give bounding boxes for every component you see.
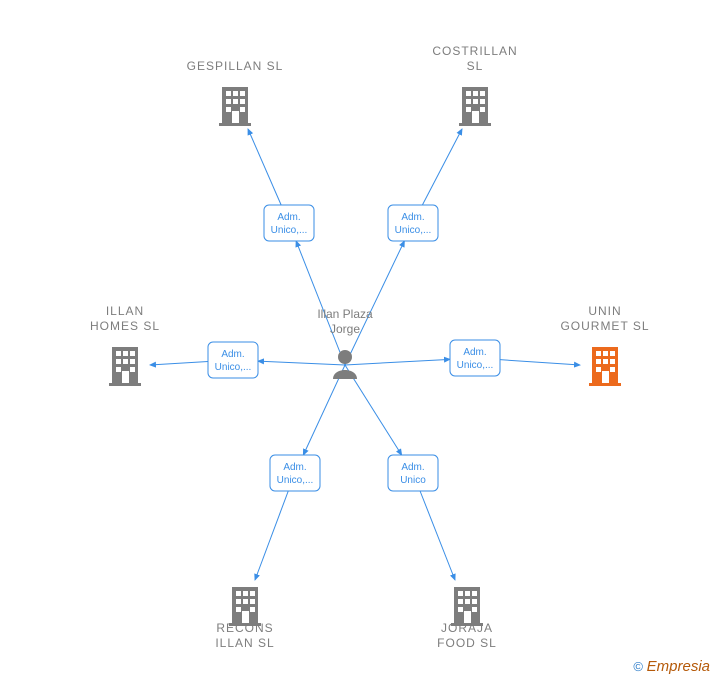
company-node[interactable] (219, 87, 251, 126)
edge-label-line2: Unico,... (215, 362, 252, 373)
edge-label-line1: Adm. (463, 347, 486, 358)
building-icon (459, 87, 491, 126)
edge-line (296, 241, 345, 365)
company-node[interactable] (589, 347, 621, 386)
edge-label-line1: Adm. (401, 212, 424, 223)
edge-arrow (255, 491, 288, 580)
company-label-line1: RECONS (216, 621, 273, 635)
edge-line (345, 241, 404, 365)
edge-arrow (248, 129, 281, 205)
edge-arrow (500, 360, 580, 365)
company-label-line2: SL (467, 59, 484, 73)
edge-label-line1: Adm. (221, 349, 244, 360)
edge-label-line1: Adm. (283, 462, 306, 473)
center-label-line2: Jorge (330, 322, 360, 336)
footer-branding: © Empresia (633, 658, 710, 675)
company-label-line2: GOURMET SL (560, 319, 649, 333)
edge-label-line2: Unico,... (457, 360, 494, 371)
relationship-diagram: GESPILLAN SL COSTRILLANSL ILLANHOMES SL UNI… (0, 0, 728, 685)
company-label-line1: JORAJA (441, 621, 493, 635)
edge-label-line1: Adm. (401, 462, 424, 473)
company-node[interactable] (459, 87, 491, 126)
edge-label-line1: Adm. (277, 212, 300, 223)
building-icon (109, 347, 141, 386)
edge-arrow (420, 491, 455, 580)
edge-label-line2: Unico,... (277, 475, 314, 486)
company-label-line2: FOOD SL (437, 636, 497, 650)
building-icon (589, 347, 621, 386)
center-label-line1: Illan Plaza (317, 307, 373, 321)
edge-line (345, 359, 450, 365)
edge-label-line2: Unico,... (395, 225, 432, 236)
edge-line (258, 361, 345, 365)
building-icon (219, 87, 251, 126)
edge-arrow (422, 129, 462, 205)
company-node[interactable] (109, 347, 141, 386)
brand-name: Empresia (647, 658, 710, 675)
edge-arrow (150, 362, 208, 365)
edge-label-line2: Unico (400, 475, 426, 486)
edge-label-line2: Unico,... (271, 225, 308, 236)
company-label-line2: HOMES SL (90, 319, 160, 333)
company-label-line2: ILLAN SL (215, 636, 274, 650)
company-label-line1: COSTRILLAN (432, 44, 517, 58)
company-label-line1: ILLAN (106, 304, 144, 318)
company-label-line1: GESPILLAN SL (187, 59, 284, 73)
copyright-symbol: © (633, 659, 643, 674)
company-label-line1: UNIN (588, 304, 621, 318)
